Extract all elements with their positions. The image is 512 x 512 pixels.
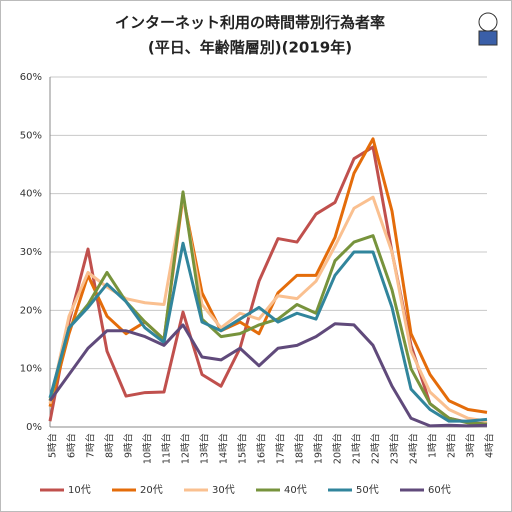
x-tick-label: 1時台 — [427, 433, 439, 458]
chart-title: インターネット利用の時間帯別行為者率 — [115, 14, 385, 32]
x-tick-label: 13時台 — [199, 433, 211, 464]
legend-label: 50代 — [356, 484, 379, 496]
x-tick-label: 5時台 — [47, 433, 59, 458]
legend-label: 40代 — [284, 484, 307, 496]
x-tick-label: 21時台 — [351, 433, 363, 464]
x-tick-label: 23時台 — [389, 433, 401, 464]
x-tick-label: 9時台 — [123, 433, 135, 458]
x-tick-label: 18時台 — [294, 433, 306, 464]
x-tick-label: 17時台 — [275, 433, 287, 464]
y-tick-label: 40% — [20, 189, 42, 200]
x-tick-label: 22時台 — [370, 433, 382, 464]
x-tick-label: 24時台 — [408, 433, 420, 464]
x-tick-label: 14時台 — [218, 433, 230, 464]
x-tick-label: 6時台 — [66, 433, 78, 458]
x-tick-label: 3時台 — [465, 433, 477, 458]
y-tick-label: 30% — [20, 247, 42, 258]
x-tick-label: 12時台 — [180, 433, 192, 464]
x-tick-label: 20時台 — [332, 433, 344, 464]
x-tick-label: 2時台 — [446, 433, 458, 458]
legend-label: 20代 — [140, 484, 163, 496]
mascot-icon — [478, 12, 498, 46]
series-line — [48, 322, 488, 428]
legend-label: 30代 — [212, 484, 235, 496]
x-tick-label: 8時台 — [104, 433, 116, 458]
y-tick-label: 0% — [26, 422, 42, 433]
x-tick-label: 4時台 — [484, 433, 496, 458]
x-tick-label: 10時台 — [142, 433, 154, 464]
legend-label: 60代 — [428, 484, 451, 496]
series-line — [48, 241, 488, 423]
x-tick-label: 19時台 — [313, 433, 325, 464]
chart-subtitle: (平日、年齢階層別)(2019年) — [148, 39, 352, 57]
x-tick-label: 7時台 — [85, 433, 97, 458]
y-tick-label: 60% — [20, 72, 42, 83]
x-tick-label: 16時台 — [256, 433, 268, 464]
y-tick-label: 50% — [20, 130, 42, 141]
y-tick-label: 10% — [20, 364, 42, 375]
legend-label: 10代 — [68, 484, 91, 496]
y-tick-label: 20% — [20, 305, 42, 316]
x-tick-label: 11時台 — [161, 433, 173, 464]
x-tick-label: 15時台 — [237, 433, 249, 464]
